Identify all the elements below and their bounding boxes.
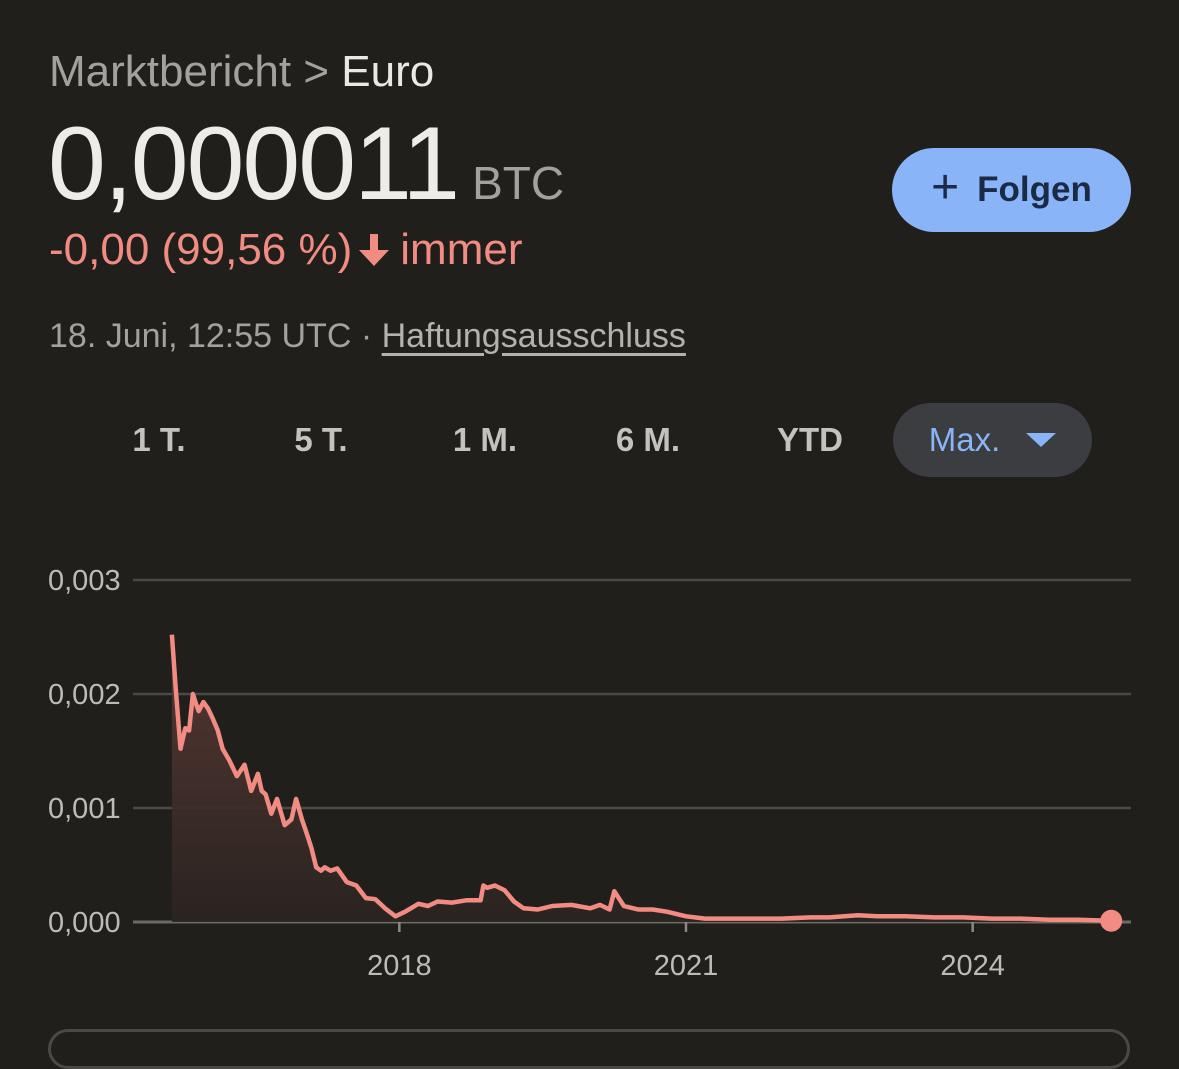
range-tab-label: 5 T. — [294, 421, 347, 459]
range-tab-1m[interactable]: 1 M. — [420, 403, 550, 477]
y-tick-label: 0,002 — [48, 679, 121, 711]
meta-separator: · — [361, 317, 372, 355]
breadcrumb-current: Euro — [341, 47, 434, 96]
price-currency: BTC — [472, 157, 564, 209]
caret-down-icon — [1026, 433, 1056, 447]
x-axis: 2018 2021 2024 — [367, 922, 1005, 982]
range-tab-1d[interactable]: 1 T. — [100, 403, 218, 477]
breadcrumb-separator: > — [303, 47, 329, 96]
y-tick-label: 0,000 — [48, 907, 121, 939]
price-change: -0,00 (99,56 %) immer — [49, 224, 522, 276]
news-card[interactable] — [48, 1029, 1130, 1069]
current-price-dot — [1100, 910, 1122, 932]
range-tab-5d[interactable]: 5 T. — [262, 403, 380, 477]
y-axis: 0,003 0,002 0,001 0,000 — [48, 565, 121, 939]
timestamp: 18. Juni, 12:55 UTC — [49, 317, 351, 355]
range-tab-label: YTD — [777, 421, 843, 459]
x-tick-label: 2021 — [654, 950, 719, 982]
range-tab-label: 1 T. — [132, 421, 185, 459]
range-tab-label: 6 M. — [616, 421, 680, 459]
range-tab-ytd[interactable]: YTD — [750, 403, 870, 477]
range-tab-6m[interactable]: 6 M. — [583, 403, 713, 477]
disclaimer-link[interactable]: Haftungsausschluss — [382, 317, 686, 355]
change-value: -0,00 (99,56 %) — [49, 224, 352, 276]
breadcrumb-parent-link[interactable]: Marktbericht — [49, 47, 291, 96]
follow-button-label: Folgen — [977, 170, 1092, 210]
price-value: 0,000011 — [48, 106, 458, 222]
price-chart[interactable]: 0,003 0,002 0,001 0,000 2018 2021 2024 — [0, 540, 1179, 990]
timestamp-row: 18. Juni, 12:55 UTC · Haftungsausschluss — [49, 316, 686, 356]
range-tab-label: 1 M. — [453, 421, 517, 459]
y-tick-label: 0,003 — [48, 565, 121, 597]
x-tick-label: 2018 — [367, 950, 432, 982]
follow-button[interactable]: + Folgen — [892, 148, 1131, 232]
arrow-down-icon — [356, 230, 392, 270]
x-tick-label: 2024 — [940, 950, 1005, 982]
y-tick-label: 0,001 — [48, 793, 121, 825]
price-row: 0,000011 BTC — [48, 105, 564, 223]
change-period: immer — [400, 224, 522, 276]
range-dropdown-max[interactable]: Max. — [893, 403, 1092, 477]
price-area — [172, 635, 1111, 922]
plus-icon: + — [931, 164, 959, 212]
breadcrumb: Marktbericht > Euro — [49, 46, 434, 98]
range-tab-label: Max. — [929, 421, 1001, 459]
